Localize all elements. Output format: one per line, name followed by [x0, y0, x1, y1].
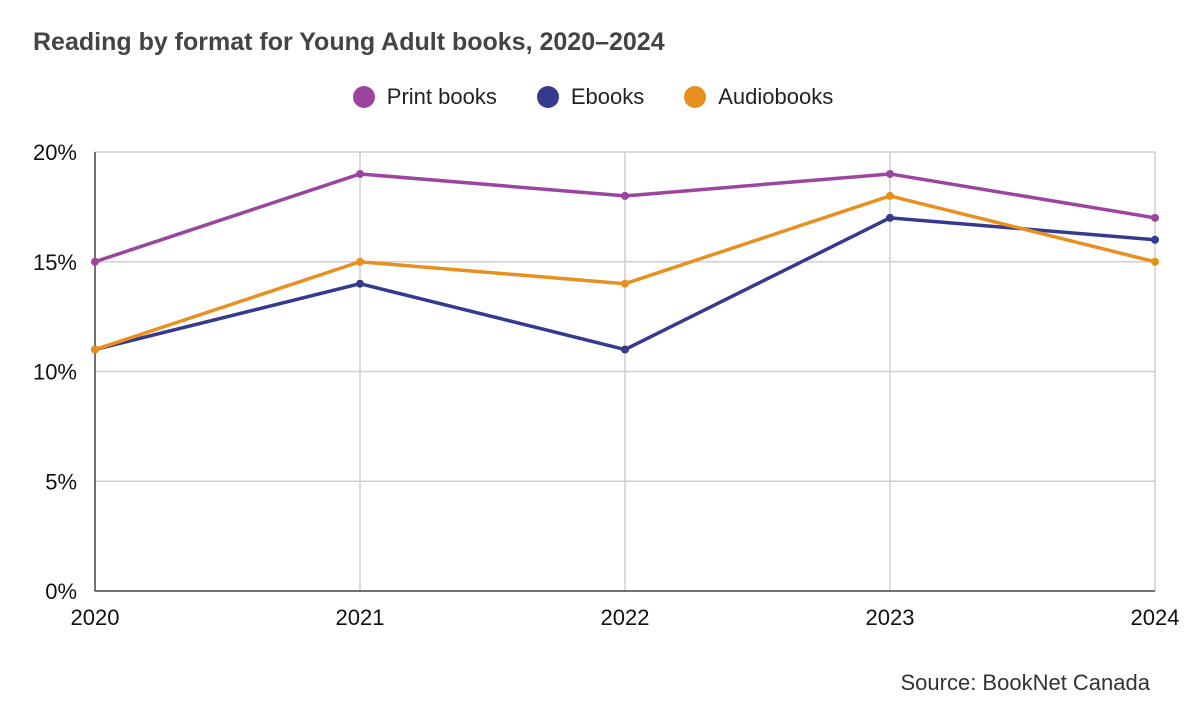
source-note: Source: BookNet Canada [900, 670, 1151, 695]
y-tick-label-1: 5% [45, 469, 77, 494]
y-tick-label-2: 10% [33, 360, 77, 385]
data-point-audiobooks-2024 [1151, 257, 1159, 266]
data-point-audiobooks-2021 [356, 257, 364, 266]
legend-swatch-audiobooks [684, 86, 707, 108]
y-tick-label-0: 0% [45, 579, 77, 604]
data-point-print-books-2020 [91, 257, 99, 266]
data-point-print-books-2024 [1151, 213, 1159, 222]
legend-item-print-books: Print books [352, 84, 497, 110]
data-point-audiobooks-2022 [621, 279, 629, 288]
chart-title: Reading by format for Young Adult books,… [33, 28, 665, 56]
data-point-ebooks-2022 [621, 345, 629, 354]
x-tick-label-2: 2022 [601, 605, 650, 630]
x-tick-label-4: 2024 [1131, 605, 1180, 630]
x-tick-label-1: 2021 [336, 605, 385, 630]
data-point-audiobooks-2023 [886, 191, 894, 200]
x-tick-label-3: 2023 [866, 605, 915, 630]
legend-swatch-ebooks [536, 86, 559, 108]
data-point-ebooks-2024 [1151, 235, 1159, 244]
y-tick-label-4: 20% [33, 140, 77, 165]
legend-item-ebooks: Ebooks [536, 84, 645, 110]
data-point-ebooks-2023 [886, 213, 894, 222]
legend: Print books Ebooks Audiobooks [0, 84, 1186, 110]
legend-label-ebooks: Ebooks [570, 84, 645, 109]
data-point-print-books-2021 [356, 169, 364, 178]
data-point-print-books-2023 [886, 169, 894, 178]
data-point-ebooks-2021 [356, 279, 364, 288]
legend-label-print-books: Print books [386, 84, 497, 109]
legend-item-audiobooks: Audiobooks [684, 84, 833, 110]
data-point-print-books-2022 [621, 191, 629, 200]
y-tick-label-3: 15% [33, 250, 77, 275]
legend-swatch-print-books [352, 86, 375, 108]
x-tick-label-0: 2020 [71, 605, 120, 630]
legend-label-audiobooks: Audiobooks [718, 84, 834, 109]
data-point-audiobooks-2020 [91, 345, 99, 354]
